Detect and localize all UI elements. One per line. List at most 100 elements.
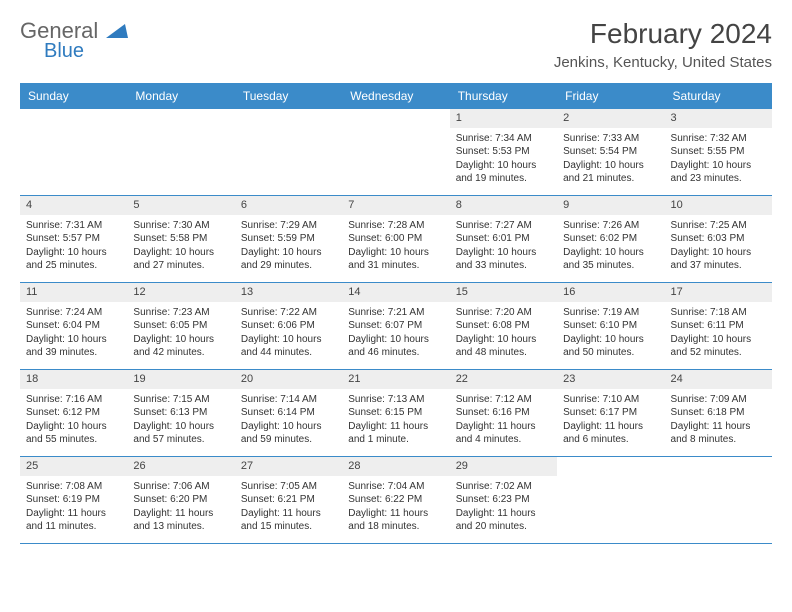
day-body: Sunrise: 7:12 AMSunset: 6:16 PMDaylight:…: [450, 391, 557, 451]
day-cell: 4Sunrise: 7:31 AMSunset: 5:57 PMDaylight…: [20, 196, 127, 282]
daylight-text: Daylight: 10 hours: [26, 333, 121, 347]
day-body: Sunrise: 7:23 AMSunset: 6:05 PMDaylight:…: [127, 304, 234, 364]
day-cell: 29Sunrise: 7:02 AMSunset: 6:23 PMDayligh…: [450, 457, 557, 543]
sunset-text: Sunset: 6:00 PM: [348, 232, 443, 246]
day-body: Sunrise: 7:10 AMSunset: 6:17 PMDaylight:…: [557, 391, 664, 451]
day-cell: 25 Sunrise: 7:08 AMSunset: 6:19 PMDayligh…: [20, 457, 127, 543]
sunset-text: Sunset: 6:18 PM: [671, 406, 766, 420]
day-cell: 23 Sunrise: 7:10 AMSunset: 6:17 PMDayligh…: [557, 370, 664, 456]
sunrise-text: Sunrise: 7:12 AM: [456, 393, 551, 407]
day-number: 9: [557, 196, 664, 215]
sunset-text: Sunset: 5:59 PM: [241, 232, 336, 246]
day-cell: [557, 457, 664, 543]
daylight-text: Daylight: 11 hours: [563, 420, 658, 434]
daylight-text: Daylight: 11 hours: [348, 507, 443, 521]
day-cell: 13Sunrise: 7:22 AMSunset: 6:06 PMDayligh…: [235, 283, 342, 369]
day-body: Sunrise: 7:06 AMSunset: 6:20 PMDaylight:…: [127, 478, 234, 538]
day-cell: [342, 109, 449, 195]
day-cell: 21Sunrise: 7:13 AMSunset: 6:15 PMDayligh…: [342, 370, 449, 456]
daylight-text: and 52 minutes.: [671, 346, 766, 360]
day-number: 10: [665, 196, 772, 215]
day-number: 25: [20, 457, 127, 476]
day-cell: 5Sunrise: 7:30 AMSunset: 5:58 PMDaylight…: [127, 196, 234, 282]
daylight-text: and 44 minutes.: [241, 346, 336, 360]
daylight-text: and 21 minutes.: [563, 172, 658, 186]
daylight-text: and 20 minutes.: [456, 520, 551, 534]
sunset-text: Sunset: 6:14 PM: [241, 406, 336, 420]
daylight-text: and 19 minutes.: [456, 172, 551, 186]
dow-cell: Saturday: [665, 83, 772, 109]
dow-cell: Friday: [557, 83, 664, 109]
daylight-text: and 42 minutes.: [133, 346, 228, 360]
day-cell: 12Sunrise: 7:23 AMSunset: 6:05 PMDayligh…: [127, 283, 234, 369]
daylight-text: and 50 minutes.: [563, 346, 658, 360]
dow-cell: Tuesday: [235, 83, 342, 109]
daylight-text: Daylight: 11 hours: [671, 420, 766, 434]
sunset-text: Sunset: 6:12 PM: [26, 406, 121, 420]
day-cell: 18Sunrise: 7:16 AMSunset: 6:12 PMDayligh…: [20, 370, 127, 456]
sunset-text: Sunset: 6:04 PM: [26, 319, 121, 333]
sunset-text: Sunset: 5:58 PM: [133, 232, 228, 246]
sunrise-text: Sunrise: 7:32 AM: [671, 132, 766, 146]
sunrise-text: Sunrise: 7:27 AM: [456, 219, 551, 233]
day-body: Sunrise: 7:22 AMSunset: 6:06 PMDaylight:…: [235, 304, 342, 364]
sunrise-text: Sunrise: 7:14 AM: [241, 393, 336, 407]
day-number: 11: [20, 283, 127, 302]
daylight-text: Daylight: 10 hours: [563, 246, 658, 260]
week-row: 1Sunrise: 7:34 AMSunset: 5:53 PMDaylight…: [20, 109, 772, 196]
day-number: 7: [342, 196, 449, 215]
sunrise-text: Sunrise: 7:28 AM: [348, 219, 443, 233]
day-cell: 10Sunrise: 7:25 AMSunset: 6:03 PMDayligh…: [665, 196, 772, 282]
daylight-text: Daylight: 10 hours: [348, 246, 443, 260]
daylight-text: and 48 minutes.: [456, 346, 551, 360]
sunset-text: Sunset: 6:06 PM: [241, 319, 336, 333]
day-body: Sunrise: 7:04 AMSunset: 6:22 PMDaylight:…: [342, 478, 449, 538]
day-body: Sunrise: 7:08 AMSunset: 6:19 PMDaylight:…: [20, 478, 127, 538]
day-body: Sunrise: 7:26 AMSunset: 6:02 PMDaylight:…: [557, 217, 664, 277]
dow-cell: Thursday: [450, 83, 557, 109]
daylight-text: Daylight: 10 hours: [456, 159, 551, 173]
sunset-text: Sunset: 6:05 PM: [133, 319, 228, 333]
daylight-text: Daylight: 11 hours: [348, 420, 443, 434]
daylight-text: Daylight: 11 hours: [26, 507, 121, 521]
day-cell: 6Sunrise: 7:29 AMSunset: 5:59 PMDaylight…: [235, 196, 342, 282]
daylight-text: and 29 minutes.: [241, 259, 336, 273]
sunrise-text: Sunrise: 7:04 AM: [348, 480, 443, 494]
daylight-text: Daylight: 10 hours: [26, 420, 121, 434]
logo: General Blue: [20, 18, 128, 63]
day-cell: 28Sunrise: 7:04 AMSunset: 6:22 PMDayligh…: [342, 457, 449, 543]
sunrise-text: Sunrise: 7:20 AM: [456, 306, 551, 320]
day-cell: [127, 109, 234, 195]
page-title: February 2024: [554, 18, 772, 50]
daylight-text: and 4 minutes.: [456, 433, 551, 447]
sunrise-text: Sunrise: 7:16 AM: [26, 393, 121, 407]
daylight-text: Daylight: 10 hours: [563, 333, 658, 347]
day-number: 2: [557, 109, 664, 128]
sunset-text: Sunset: 6:19 PM: [26, 493, 121, 507]
day-number: 16: [557, 283, 664, 302]
logo-text: General Blue: [20, 18, 128, 63]
sunset-text: Sunset: 6:01 PM: [456, 232, 551, 246]
sunset-text: Sunset: 6:20 PM: [133, 493, 228, 507]
daylight-text: and 15 minutes.: [241, 520, 336, 534]
day-cell: 7 Sunrise: 7:28 AMSunset: 6:00 PMDaylight…: [342, 196, 449, 282]
day-number: 23: [557, 370, 664, 389]
sunset-text: Sunset: 6:02 PM: [563, 232, 658, 246]
day-cell: 2 Sunrise: 7:33 AMSunset: 5:54 PMDaylight…: [557, 109, 664, 195]
daylight-text: and 27 minutes.: [133, 259, 228, 273]
day-number: 24: [665, 370, 772, 389]
sunset-text: Sunset: 6:21 PM: [241, 493, 336, 507]
daylight-text: and 13 minutes.: [133, 520, 228, 534]
calendar: SundayMondayTuesdayWednesdayThursdayFrid…: [20, 83, 772, 544]
day-body: Sunrise: 7:13 AMSunset: 6:15 PMDaylight:…: [342, 391, 449, 451]
day-body: Sunrise: 7:33 AMSunset: 5:54 PMDaylight:…: [557, 130, 664, 190]
day-number: 14: [342, 283, 449, 302]
sunset-text: Sunset: 6:03 PM: [671, 232, 766, 246]
sunrise-text: Sunrise: 7:23 AM: [133, 306, 228, 320]
day-cell: 17Sunrise: 7:18 AMSunset: 6:11 PMDayligh…: [665, 283, 772, 369]
day-number: 3: [665, 109, 772, 128]
daylight-text: Daylight: 11 hours: [456, 507, 551, 521]
sunset-text: Sunset: 6:16 PM: [456, 406, 551, 420]
daylight-text: Daylight: 10 hours: [671, 159, 766, 173]
week-row: 11Sunrise: 7:24 AMSunset: 6:04 PMDayligh…: [20, 283, 772, 370]
